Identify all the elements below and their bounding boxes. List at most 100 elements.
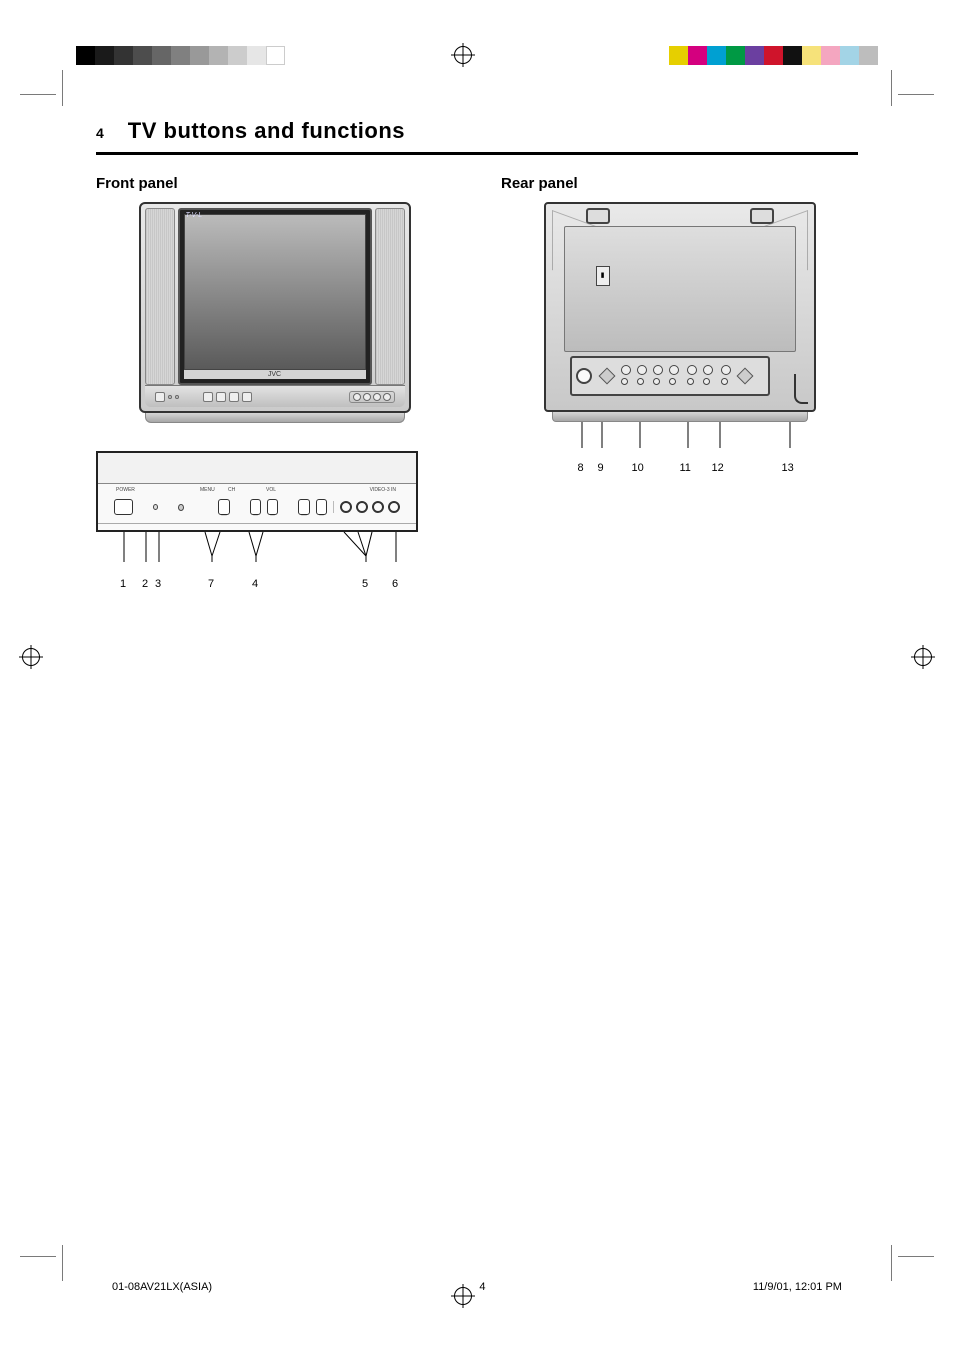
cropmark-icon — [20, 1256, 56, 1257]
regmark-grayscale-top — [76, 46, 285, 65]
video2-in-grid — [687, 365, 713, 388]
panel-screw-icon — [598, 368, 615, 385]
callout-6: 6 — [392, 578, 398, 590]
tv-rear-terminal-panel — [570, 356, 770, 396]
regmark-cross-left — [22, 648, 40, 666]
front-callout-numbers: 1 2 3 7 4 5 6 — [96, 578, 418, 596]
content-columns: Front panel T-V-L JVC — [96, 175, 858, 596]
callout-9: 9 — [598, 462, 604, 474]
jack-icon — [703, 365, 713, 375]
audio-out-grid — [721, 365, 731, 388]
front-subtitle: Front panel — [96, 175, 453, 192]
grayscale-steps-icon — [76, 46, 285, 65]
tv-rear-frame: ▮ — [544, 202, 816, 412]
cropmark-icon — [891, 70, 892, 106]
tv-handle-right-icon — [750, 208, 774, 224]
jack-icon — [669, 378, 676, 385]
cropmark-icon — [62, 70, 63, 106]
cp-video-jack-icon — [356, 501, 368, 513]
callout-1: 1 — [120, 578, 126, 590]
crosshair-icon — [914, 648, 932, 666]
tv-power-lamp-icon — [168, 395, 172, 399]
cp-ch-label: CH — [228, 487, 235, 493]
color-steps-icon — [669, 46, 878, 65]
cp-vol-label: VOL — [266, 487, 276, 493]
jack-icon — [703, 378, 710, 385]
control-panel-detail: POWER MENU CH VOL VIDEO-3 IN — [96, 451, 418, 596]
tv-main-power-switch-icon: ▮ — [596, 266, 610, 286]
panel-screw-icon — [736, 368, 753, 385]
tv-rear-diagram: ▮ — [544, 202, 816, 480]
jack-icon — [621, 378, 628, 385]
jack-icon — [653, 365, 663, 375]
tv-handle-left-icon — [586, 208, 610, 224]
tv-remote-sensor-icon — [175, 395, 179, 399]
cropmark-icon — [20, 94, 56, 95]
front-panel-column: Front panel T-V-L JVC — [96, 175, 453, 596]
tv-badge-icon: T-V-L — [186, 212, 203, 219]
jack-icon — [687, 378, 694, 385]
cp-audio-r-jack-icon — [388, 501, 400, 513]
cp-remote-sensor-icon — [178, 504, 184, 511]
control-panel-frame: POWER MENU CH VOL VIDEO-3 IN — [96, 451, 418, 532]
footer-meta: 01-08AV21LX(ASIA) 4 11/9/01, 12:01 PM — [0, 1281, 954, 1293]
regmark-cross-top — [454, 46, 472, 64]
callout-11: 11 — [680, 462, 691, 474]
svideo-jack-icon — [353, 393, 361, 401]
page-title: TV buttons and functions — [128, 118, 405, 144]
rear-callout-numbers: 8 9 10 11 12 13 — [544, 462, 816, 480]
cp-menu-button-icon — [218, 499, 229, 515]
tv-base-icon — [145, 413, 405, 423]
tv-video3-jackbox — [349, 391, 395, 403]
callout-7: 7 — [208, 578, 214, 590]
cp-video3-jackbox — [333, 501, 400, 513]
cp-ch-down-button-icon — [250, 499, 261, 515]
audio-l-jack-icon — [373, 393, 381, 401]
tv-ch-up-icon — [216, 392, 226, 402]
footer-filepage: 4 — [479, 1281, 485, 1293]
callout-8: 8 — [578, 462, 584, 474]
control-panel-main: POWER MENU CH VOL VIDEO-3 IN — [98, 484, 416, 530]
page-number: 4 — [96, 125, 104, 141]
jack-icon — [637, 378, 644, 385]
page-header: 4 TV buttons and functions — [96, 118, 858, 144]
callout-2: 2 — [142, 578, 148, 590]
callout-3: 3 — [155, 578, 161, 590]
regmark-cross-right — [914, 648, 932, 666]
crosshair-icon — [454, 46, 472, 64]
tv-vol-down-icon — [229, 392, 239, 402]
cp-vin-label: VIDEO-3 IN — [370, 487, 396, 493]
jack-icon — [687, 365, 697, 375]
tv-rear-base-icon — [552, 412, 808, 422]
cropmark-icon — [898, 94, 934, 95]
cp-power-lamp-icon — [153, 504, 158, 510]
jack-icon — [721, 365, 731, 375]
video1-io-grid — [621, 365, 679, 388]
jack-icon — [721, 378, 728, 385]
tv-speaker-left-icon — [145, 208, 175, 385]
rear-panel-column: Rear panel ▮ — [501, 175, 858, 596]
jack-icon — [653, 378, 660, 385]
cp-menu-label: MENU — [200, 487, 215, 493]
cropmark-icon — [898, 1256, 934, 1257]
cropmark-icon — [62, 1245, 63, 1281]
footer-filename: 01-08AV21LX(ASIA) — [112, 1281, 212, 1293]
tv-speaker-right-icon — [375, 208, 405, 385]
tv-screen-frame: T-V-L JVC — [178, 208, 372, 385]
tv-power-button-icon — [155, 392, 165, 402]
tv-front-diagram: T-V-L JVC — [139, 202, 411, 423]
rear-subtitle: Rear panel — [501, 175, 858, 192]
control-panel-bezel-top — [98, 453, 416, 484]
tv-screen-icon — [184, 214, 366, 370]
regmark-colors-top — [669, 46, 878, 65]
crosshair-icon — [22, 648, 40, 666]
cp-audio-l-jack-icon — [372, 501, 384, 513]
tv-bezel: T-V-L JVC — [139, 202, 411, 413]
callout-10: 10 — [632, 462, 644, 474]
tv-vol-up-icon — [242, 392, 252, 402]
jack-icon — [621, 365, 631, 375]
callout-4: 4 — [252, 578, 258, 590]
video-jack-icon — [363, 393, 371, 401]
cp-svideo-jack-icon — [340, 501, 352, 513]
tv-brand-label: JVC — [184, 370, 366, 379]
